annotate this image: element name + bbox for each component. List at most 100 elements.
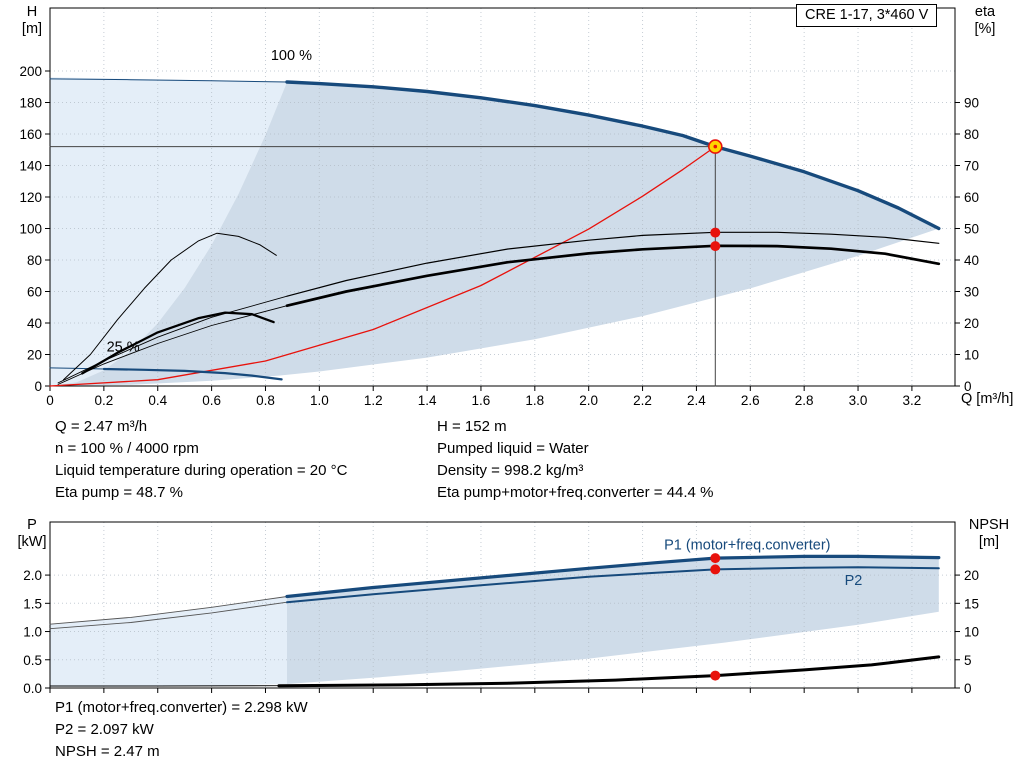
info-line-eta-total: Eta pump+motor+freq.converter = 44.4 %	[437, 484, 714, 501]
y-left-tick-label: 100	[19, 222, 42, 237]
y-right-tick-label: 0	[964, 379, 972, 394]
y-left-tick-label: 160	[19, 127, 42, 142]
x-tick-label: 0.4	[148, 393, 167, 408]
x-tick-label: 0.8	[256, 393, 275, 408]
y-left-tick-label: 180	[19, 96, 42, 111]
x-tick-label: 1.8	[525, 393, 544, 408]
eta-axis-title: eta [%]	[963, 4, 1007, 38]
y-left-tick-label: 40	[27, 316, 42, 331]
y-right-tick-label: 80	[964, 127, 979, 142]
p-axis-title-line2: [kW]	[17, 534, 47, 550]
operating-point-dot	[710, 241, 721, 252]
x-tick-label: 2.2	[633, 393, 652, 408]
power-envelope-light	[50, 596, 287, 687]
info-line-head: H = 152 m	[437, 418, 507, 435]
npsh-axis-title-line2: [m]	[978, 534, 1000, 550]
info-line-eta-pump: Eta pump = 48.7 %	[55, 484, 183, 501]
pump-curve-25-thin-ext	[49, 367, 105, 370]
y-left-tick-label: 1.5	[23, 596, 42, 611]
p1-curve	[285, 554, 941, 599]
y-right-tick-label: 20	[964, 568, 979, 583]
pump-curve-100	[285, 80, 941, 231]
q-axis-title-text: Q [m³/h]	[961, 391, 1014, 407]
y-right-tick-label: 50	[964, 222, 979, 237]
p1-thin-ext	[49, 596, 288, 625]
eta-total-curve	[285, 244, 941, 308]
info-line-density: Density = 998.2 kg/m³	[437, 462, 584, 479]
operating-envelope-light	[50, 77, 287, 387]
pump-type-label: CRE 1-17, 3*460 V	[796, 4, 938, 27]
pump-curve-100-thin-ext	[49, 78, 288, 83]
y-left-tick-label: 120	[19, 190, 42, 205]
y-right-tick-label: 70	[964, 159, 979, 174]
y-right-tick-label: 15	[964, 596, 979, 611]
y-left-tick-label: 20	[27, 348, 42, 363]
h-axis-title-line1: H	[26, 4, 38, 20]
y-right-tick-label: 10	[964, 625, 979, 640]
p2-curve	[286, 566, 940, 604]
curve-annotation: 100 %	[271, 48, 312, 64]
x-tick-label: 2.0	[579, 393, 598, 408]
eta-pump-25-curve	[63, 232, 277, 381]
y-left-tick-label: 0.0	[23, 681, 42, 696]
x-tick-label: 0.2	[94, 393, 113, 408]
x-tick-label: 1.2	[364, 393, 383, 408]
operating-point-dot	[710, 564, 721, 575]
npsh-axis-title: NPSH [m]	[958, 517, 1020, 551]
duty-info-left-column: Q = 2.47 m³/h n = 100 % / 4000 rpm Liqui…	[55, 416, 347, 504]
info-line-p1: P1 (motor+freq.converter) = 2.298 kW	[55, 699, 308, 716]
eta-total-25-curve	[81, 311, 275, 375]
p-axis-title-line1: P	[27, 517, 37, 533]
y-left-tick-label: 2.0	[23, 568, 42, 583]
info-line-pumped-liquid: Pumped liquid = Water	[437, 440, 589, 457]
info-line-speed: n = 100 % / 4000 rpm	[55, 440, 199, 457]
p-axis-title: P [kW]	[12, 517, 52, 551]
operating-point-dot	[710, 227, 721, 238]
y-right-tick-label: 5	[964, 653, 972, 668]
eta-pump-curve	[286, 231, 940, 297]
info-line-npsh: NPSH = 2.47 m	[55, 743, 160, 760]
x-tick-label: 0	[46, 393, 54, 408]
y-left-tick-label: 140	[19, 159, 42, 174]
x-tick-label: 1.0	[310, 393, 329, 408]
curve-annotation: P1 (motor+freq.converter)	[664, 538, 830, 554]
x-tick-label: 1.6	[472, 393, 491, 408]
y-left-tick-label: 200	[19, 64, 42, 79]
pump-curve-25	[102, 367, 283, 381]
y-right-tick-label: 0	[964, 681, 972, 696]
info-line-q: Q = 2.47 m³/h	[55, 418, 148, 435]
npsh-axis-title-line1: NPSH	[968, 517, 1010, 533]
q-axis-title: Q [m³/h]	[961, 391, 1023, 408]
npsh-curve	[277, 655, 941, 688]
info-line-liquid-temp: Liquid temperature during operation = 20…	[55, 462, 348, 479]
operating-point-dot	[710, 670, 721, 681]
y-left-tick-label: 80	[27, 253, 42, 268]
x-tick-label: 1.4	[418, 393, 437, 408]
x-tick-label: 2.4	[687, 393, 706, 408]
curve-annotation: 25 %	[107, 339, 140, 355]
y-left-tick-label: 60	[27, 285, 42, 300]
x-tick-label: 3.2	[903, 393, 922, 408]
y-right-tick-label: 30	[964, 285, 979, 300]
duty-point-center	[713, 144, 718, 149]
x-tick-label: 2.8	[795, 393, 814, 408]
h-axis-title: H [m]	[14, 4, 50, 38]
y-right-tick-label: 10	[964, 348, 979, 363]
x-tick-label: 3.0	[849, 393, 868, 408]
x-tick-label: 2.6	[741, 393, 760, 408]
eta-axis-title-line2: [%]	[974, 21, 996, 37]
y-left-tick-label: 0	[34, 379, 42, 394]
eta-pump-low-flow-ext	[57, 295, 288, 384]
p2-thin-ext	[49, 601, 288, 630]
y-right-tick-label: 20	[964, 316, 979, 331]
plot-frame	[49, 521, 956, 689]
operating-point-dot	[710, 553, 721, 564]
y-left-tick-label: 0.5	[23, 653, 42, 668]
power-info-column: P1 (motor+freq.converter) = 2.298 kW P2 …	[55, 697, 308, 763]
y-right-tick-label: 90	[964, 96, 979, 111]
y-right-tick-label: 60	[964, 190, 979, 205]
affinity-curve-red	[49, 145, 716, 387]
eta-axis-title-line1: eta	[974, 4, 996, 20]
